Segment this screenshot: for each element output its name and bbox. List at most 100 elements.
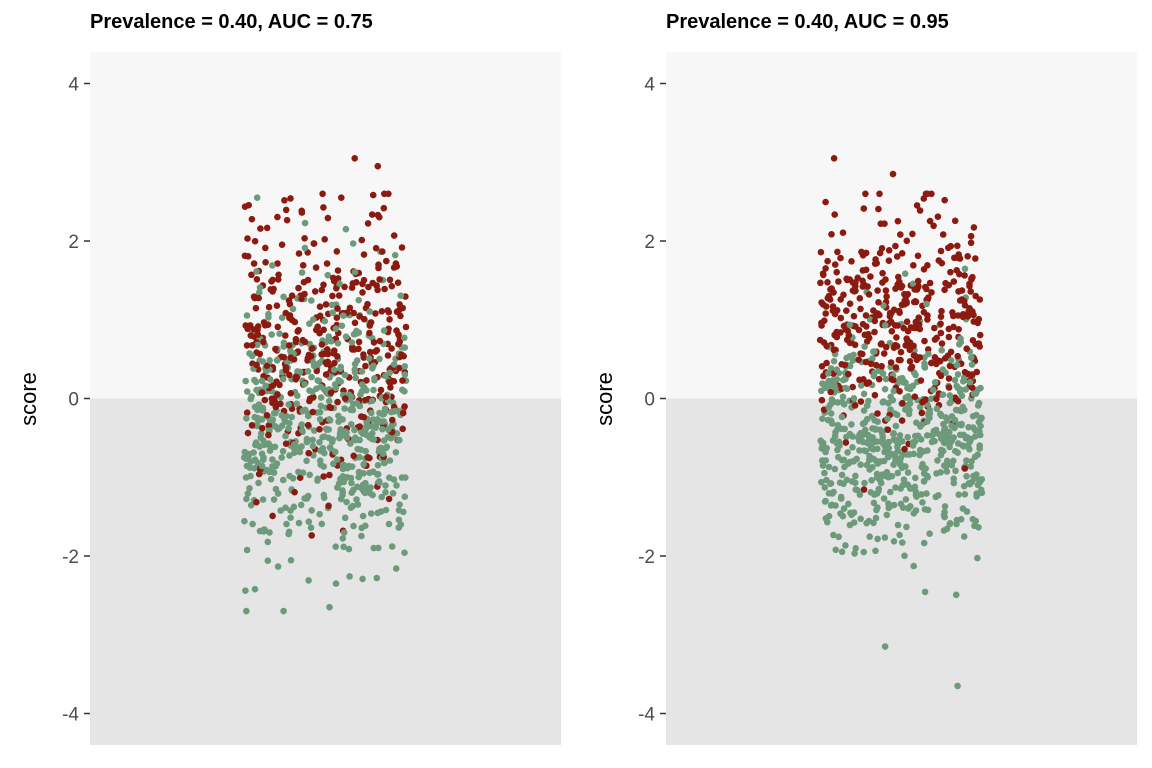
data-point (860, 548, 867, 556)
data-point (324, 346, 331, 353)
data-point (937, 329, 945, 337)
data-point (270, 469, 278, 477)
data-point (379, 425, 386, 433)
data-point (897, 485, 904, 492)
data-point (920, 470, 928, 477)
data-point (842, 375, 849, 383)
data-point (320, 204, 327, 211)
data-point (923, 285, 930, 293)
data-point (838, 471, 846, 479)
data-point (946, 362, 954, 370)
data-point (937, 313, 945, 321)
data-point (835, 533, 842, 541)
data-point (243, 312, 251, 319)
data-point (295, 326, 302, 334)
data-point (358, 236, 366, 244)
data-point (312, 264, 320, 271)
data-point (955, 326, 962, 333)
data-point (969, 412, 977, 420)
data-point (947, 357, 955, 364)
data-point (243, 607, 250, 615)
data-point (819, 439, 827, 447)
data-point (820, 372, 827, 380)
data-point (961, 368, 969, 376)
data-point (326, 603, 333, 611)
data-point (839, 393, 847, 401)
data-point (913, 419, 920, 427)
data-point (397, 292, 405, 300)
data-point (345, 463, 353, 470)
data-point (849, 383, 856, 391)
data-point (935, 257, 943, 264)
data-point (903, 318, 911, 326)
data-point (399, 377, 406, 384)
data-point (878, 471, 886, 479)
data-point (268, 331, 276, 338)
data-point (282, 309, 290, 317)
data-point (249, 520, 256, 528)
data-point (314, 475, 322, 483)
data-point (272, 345, 279, 353)
data-point (867, 489, 875, 496)
data-point (923, 490, 930, 497)
data-point (296, 448, 304, 456)
data-point (256, 284, 264, 291)
data-point (280, 343, 288, 350)
data-point (902, 463, 909, 470)
data-point (333, 248, 341, 255)
data-point (818, 319, 825, 327)
data-point (946, 392, 954, 399)
data-point (857, 350, 864, 357)
data-point (378, 493, 386, 501)
data-point (285, 425, 292, 432)
data-point (867, 360, 875, 368)
data-point (340, 529, 348, 536)
data-point (904, 290, 912, 298)
data-point (334, 484, 341, 491)
data-point (817, 248, 825, 256)
data-point (974, 386, 982, 393)
data-point (920, 195, 928, 202)
data-point (309, 316, 317, 323)
data-point (920, 477, 928, 485)
data-point (350, 486, 357, 494)
data-point (965, 423, 972, 431)
data-point (885, 500, 892, 508)
data-point (342, 225, 350, 233)
data-point (888, 376, 895, 383)
data-point (856, 376, 863, 384)
data-point (259, 496, 267, 503)
data-point (833, 366, 841, 373)
data-point (252, 304, 260, 312)
data-point (377, 508, 385, 515)
data-point (952, 406, 960, 414)
data-point (261, 396, 269, 404)
data-point (896, 461, 904, 468)
data-point (937, 446, 945, 454)
data-point (851, 402, 859, 409)
data-point (341, 514, 349, 522)
data-point (958, 421, 965, 429)
data-point (824, 518, 831, 526)
data-point (377, 386, 385, 394)
data-point (376, 479, 383, 487)
data-point (833, 333, 841, 341)
data-point (904, 433, 911, 441)
data-point (930, 430, 937, 438)
data-point (893, 334, 900, 341)
data-point (961, 465, 969, 472)
data-point (860, 205, 868, 212)
data-point (293, 400, 301, 408)
data-point (282, 332, 289, 339)
data-point (918, 421, 926, 428)
data-point (919, 499, 926, 506)
data-point (915, 314, 922, 322)
data-point (856, 447, 863, 454)
data-point (375, 261, 382, 269)
data-point (253, 194, 261, 201)
data-point (288, 292, 296, 300)
data-point (318, 286, 326, 294)
data-point (910, 510, 918, 517)
data-point (272, 403, 280, 411)
data-point (875, 299, 882, 306)
